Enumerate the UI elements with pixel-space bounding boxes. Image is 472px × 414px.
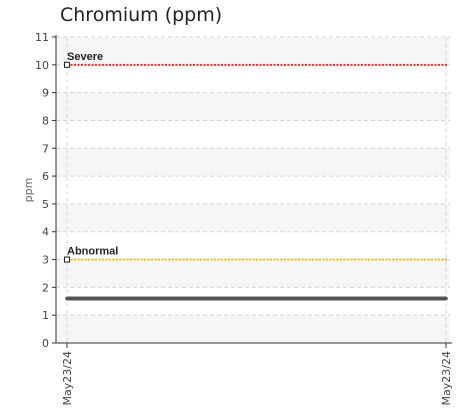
y-tick-label: 7: [42, 142, 49, 155]
y-tick-label: 4: [42, 226, 49, 239]
y-tick-label: 5: [42, 198, 49, 211]
chart-title: Chromium (ppm): [60, 4, 223, 26]
y-tick-label: 10: [35, 59, 49, 72]
y-tick-label: 0: [42, 337, 49, 350]
y-axis-title: ppm: [22, 178, 35, 203]
y-tick-label: 9: [42, 87, 49, 100]
background-band: [56, 148, 450, 177]
threshold-lines: Severe Abnormal: [64, 51, 448, 263]
x-tick-label: May23/24: [440, 351, 453, 405]
threshold-marker-severe: [64, 61, 70, 68]
background-band: [56, 37, 450, 65]
y-ticks: 0 1 2 3 4 5 6 7 8 9 10 11: [35, 31, 56, 350]
y-tick-label: 2: [42, 281, 49, 294]
threshold-label-abnormal: Abnormal: [67, 246, 118, 258]
y-tick-label: 11: [35, 31, 49, 44]
y-tick-label: 8: [42, 114, 49, 127]
axes: [55, 35, 452, 344]
data-point: [65, 296, 69, 301]
background-band: [56, 315, 450, 343]
background-bands: [56, 37, 450, 343]
y-tick-label: 1: [42, 309, 49, 322]
data-series: [65, 296, 448, 301]
x-ticks: May23/24 May23/24: [61, 343, 453, 405]
threshold-label-severe: Severe: [67, 51, 103, 63]
data-point: [444, 296, 448, 301]
background-band: [56, 203, 450, 232]
background-band: [56, 92, 450, 121]
y-tick-label: 6: [42, 170, 49, 183]
x-tick-label: May23/24: [61, 351, 74, 405]
y-tick-label: 3: [42, 254, 49, 267]
background-band: [56, 259, 450, 288]
threshold-marker-abnormal: [64, 256, 70, 263]
